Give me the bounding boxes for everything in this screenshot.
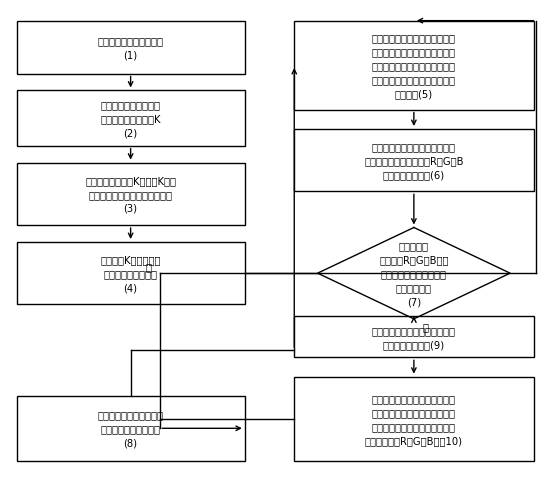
- Text: 统计每一个数据结构中存储的像
素的颜色信息，分别计算R、G、B
三个通道的平均值(6): 统计每一个数据结构中存储的像 素的颜色信息，分别计算R、G、B 三个通道的平均值…: [364, 142, 464, 180]
- Text: 载入一张瓶盖的彩色图像
(1): 载入一张瓶盖的彩色图像 (1): [98, 36, 164, 60]
- Text: 根据所选颜色数量K，建立K个用
于存储像素颜色信息的数据结构
(3): 根据所选颜色数量K，建立K个用 于存储像素颜色信息的数据结构 (3): [85, 175, 176, 214]
- Text: 随机选择K种颜色作为
初始的颜色聚类中心
(4): 随机选择K种颜色作为 初始的颜色聚类中心 (4): [100, 254, 161, 293]
- Text: 遍历图像所有的像素点，根据像
素点颜色与聚类完成后的颜色中
心的欧式距离最短的原则，改写
每一个像素的R、G、B值（10): 遍历图像所有的像素点，根据像 素点颜色与聚类完成后的颜色中 心的欧式距离最短的原…: [365, 393, 463, 445]
- Text: 判断每一类
中颜色的R、G、B均值
是否与这一类的聚类中心
的值对应相等
(7): 判断每一类 中颜色的R、G、B均值 是否与这一类的聚类中心 的值对应相等 (7): [379, 240, 449, 307]
- Bar: [294, 130, 534, 192]
- Bar: [16, 163, 245, 226]
- Text: 颜色量化过程结束，保存得到的
每一类颜色的中心(9): 颜色量化过程结束，保存得到的 每一类颜色的中心(9): [372, 325, 456, 349]
- Bar: [294, 377, 534, 461]
- Bar: [294, 317, 534, 358]
- Bar: [16, 22, 245, 74]
- Bar: [16, 91, 245, 146]
- Text: 否: 否: [145, 261, 151, 271]
- Text: 根据采集的瓶盖种类，
确定需要的颜色数量K
(2): 根据采集的瓶盖种类， 确定需要的颜色数量K (2): [100, 100, 161, 138]
- Text: 遍历图像中所有像素点，根据像
素点颜色与聚类中心颜色的欧氏
距离最短的原则，将所有像素分
类，并将其颜色信息存入相应的
数据结构(5): 遍历图像中所有像素点，根据像 素点颜色与聚类中心颜色的欧氏 距离最短的原则，将所…: [372, 33, 456, 99]
- Text: 将每一类的颜色的平均值
作为该类新的聚类中心
(8): 将每一类的颜色的平均值 作为该类新的聚类中心 (8): [98, 409, 164, 447]
- Bar: [16, 396, 245, 461]
- Text: 是: 是: [422, 322, 428, 332]
- Bar: [16, 242, 245, 305]
- Bar: [294, 22, 534, 110]
